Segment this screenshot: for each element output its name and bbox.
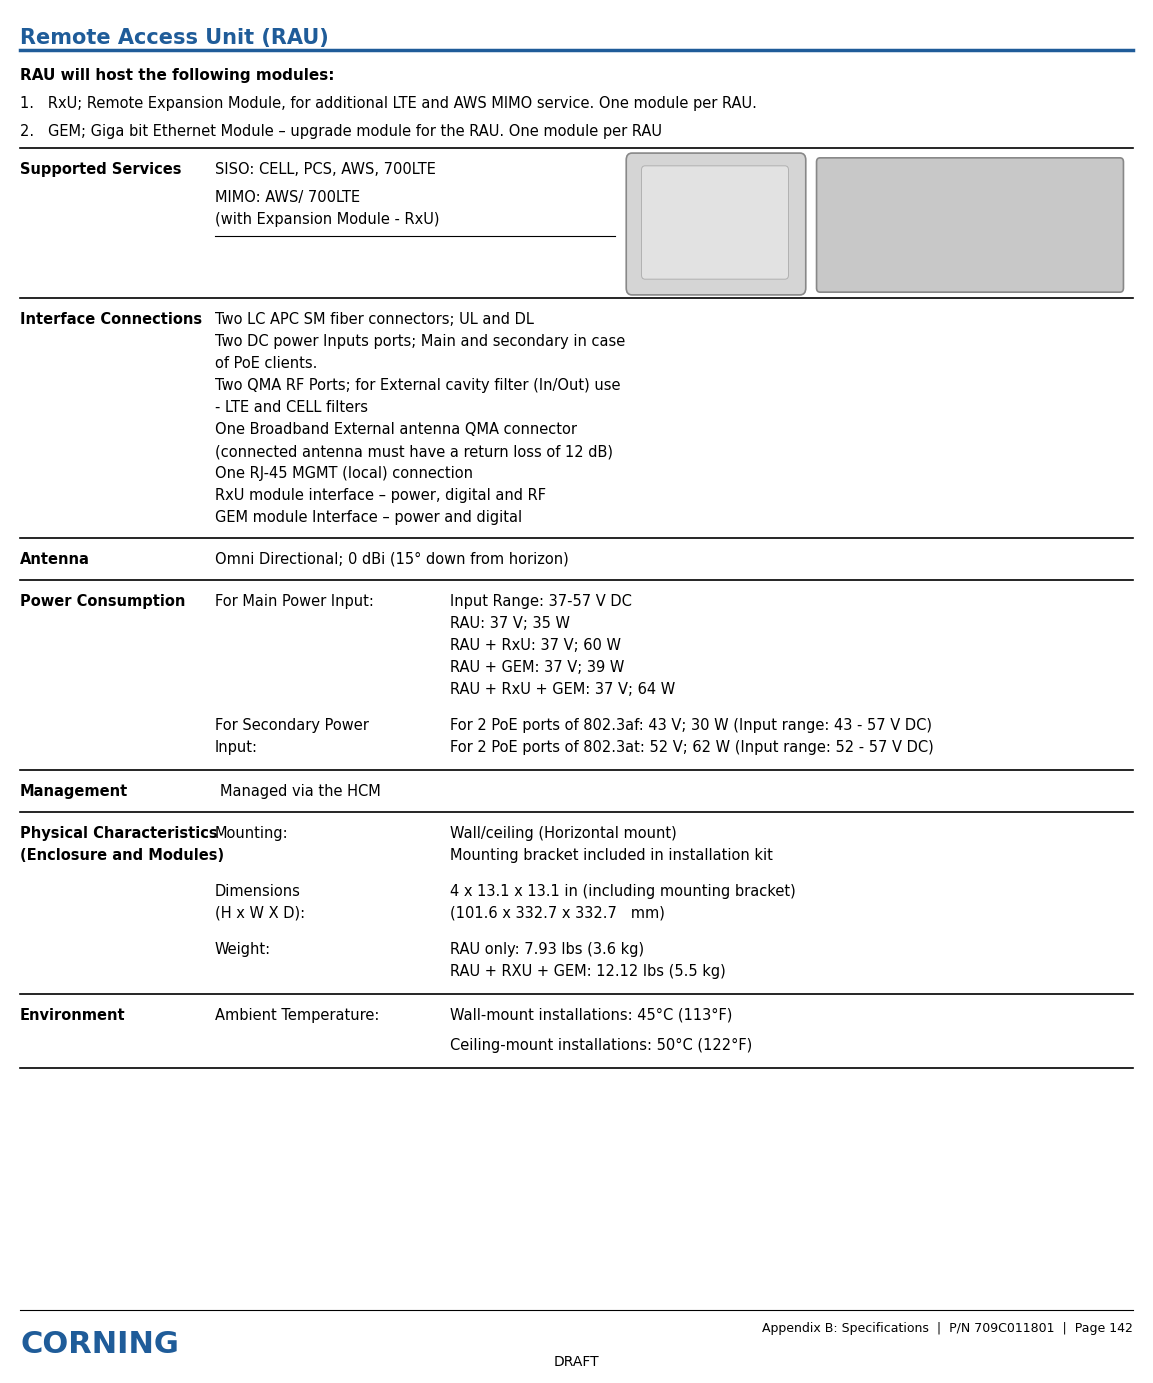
Text: Two LC APC SM fiber connectors; UL and DL: Two LC APC SM fiber connectors; UL and D…: [214, 313, 534, 326]
Text: RAU: 37 V; 35 W: RAU: 37 V; 35 W: [450, 615, 570, 631]
Text: - LTE and CELL filters: - LTE and CELL filters: [214, 400, 368, 415]
FancyBboxPatch shape: [816, 158, 1123, 292]
Text: (101.6 x 332.7 x 332.7   mm): (101.6 x 332.7 x 332.7 mm): [450, 906, 665, 921]
Text: One RJ-45 MGMT (local) connection: One RJ-45 MGMT (local) connection: [214, 466, 473, 481]
Text: RAU only: 7.93 lbs (3.6 kg): RAU only: 7.93 lbs (3.6 kg): [450, 942, 645, 957]
Text: Dimensions: Dimensions: [214, 884, 301, 899]
Text: Power Consumption: Power Consumption: [20, 595, 186, 609]
Text: Remote Access Unit (RAU): Remote Access Unit (RAU): [20, 28, 329, 48]
Text: For 2 PoE ports of 802.3at: 52 V; 62 W (Input range: 52 - 57 V DC): For 2 PoE ports of 802.3at: 52 V; 62 W (…: [450, 740, 934, 755]
Text: (connected antenna must have a return loss of 12 dB): (connected antenna must have a return lo…: [214, 444, 613, 459]
FancyBboxPatch shape: [641, 166, 789, 279]
Text: RAU will host the following modules:: RAU will host the following modules:: [20, 68, 334, 83]
Text: Input:: Input:: [214, 740, 258, 755]
Text: (with Expansion Module - RxU): (with Expansion Module - RxU): [214, 212, 439, 227]
Text: Managed via the HCM: Managed via the HCM: [220, 784, 380, 799]
Text: SISO: CELL, PCS, AWS, 700LTE: SISO: CELL, PCS, AWS, 700LTE: [214, 162, 436, 177]
Text: RAU + RxU: 37 V; 60 W: RAU + RxU: 37 V; 60 W: [450, 638, 621, 653]
Text: RAU + RXU + GEM: 12.12 lbs (5.5 kg): RAU + RXU + GEM: 12.12 lbs (5.5 kg): [450, 964, 725, 979]
Text: Management: Management: [20, 784, 128, 799]
Text: Ceiling-mount installations: 50°C (122°F): Ceiling-mount installations: 50°C (122°F…: [450, 1039, 752, 1052]
FancyBboxPatch shape: [626, 154, 806, 295]
Text: RAU + GEM: 37 V; 39 W: RAU + GEM: 37 V; 39 W: [450, 660, 625, 675]
Text: GEM module Interface – power and digital: GEM module Interface – power and digital: [214, 510, 522, 526]
Text: Appendix B: Specifications  |  P/N 709C011801  |  Page 142: Appendix B: Specifications | P/N 709C011…: [762, 1322, 1133, 1335]
Text: Antenna: Antenna: [20, 552, 90, 567]
Text: CORNING: CORNING: [20, 1330, 179, 1359]
Text: 1.   RxU; Remote Expansion Module, for additional LTE and AWS MIMO service. One : 1. RxU; Remote Expansion Module, for add…: [20, 95, 756, 111]
Text: 4 x 13.1 x 13.1 in (including mounting bracket): 4 x 13.1 x 13.1 in (including mounting b…: [450, 884, 796, 899]
Text: RAU + RxU + GEM: 37 V; 64 W: RAU + RxU + GEM: 37 V; 64 W: [450, 682, 676, 697]
Text: Environment: Environment: [20, 1008, 126, 1023]
Text: Two DC power Inputs ports; Main and secondary in case: Two DC power Inputs ports; Main and seco…: [214, 335, 625, 349]
Text: Mounting:: Mounting:: [214, 826, 288, 841]
Text: Interface Connections: Interface Connections: [20, 313, 202, 326]
Text: Two QMA RF Ports; for External cavity filter (In/Out) use: Two QMA RF Ports; for External cavity fi…: [214, 378, 620, 393]
Text: Physical Characteristics: Physical Characteristics: [20, 826, 218, 841]
Text: One Broadband External antenna QMA connector: One Broadband External antenna QMA conne…: [214, 422, 576, 437]
Text: Mounting bracket included in installation kit: Mounting bracket included in installatio…: [450, 848, 773, 863]
Text: For 2 PoE ports of 802.3af: 43 V; 30 W (Input range: 43 - 57 V DC): For 2 PoE ports of 802.3af: 43 V; 30 W (…: [450, 718, 932, 733]
Text: Ambient Temperature:: Ambient Temperature:: [214, 1008, 379, 1023]
Text: (H x W X D):: (H x W X D):: [214, 906, 306, 921]
Text: Wall/ceiling (Horizontal mount): Wall/ceiling (Horizontal mount): [450, 826, 677, 841]
Text: Weight:: Weight:: [214, 942, 271, 957]
Text: of PoE clients.: of PoE clients.: [214, 355, 317, 371]
Text: 2.   GEM; Giga bit Ethernet Module – upgrade module for the RAU. One module per : 2. GEM; Giga bit Ethernet Module – upgra…: [20, 124, 662, 140]
Text: For Main Power Input:: For Main Power Input:: [214, 595, 374, 609]
Text: (Enclosure and Modules): (Enclosure and Modules): [20, 848, 224, 863]
Text: Supported Services: Supported Services: [20, 162, 181, 177]
Text: Input Range: 37-57 V DC: Input Range: 37-57 V DC: [450, 595, 632, 609]
Text: Wall-mount installations: 45°C (113°F): Wall-mount installations: 45°C (113°F): [450, 1008, 732, 1023]
Text: Omni Directional; 0 dBi (15° down from horizon): Omni Directional; 0 dBi (15° down from h…: [214, 552, 568, 567]
Text: DRAFT: DRAFT: [553, 1355, 600, 1369]
Text: MIMO: AWS/ 700LTE: MIMO: AWS/ 700LTE: [214, 189, 360, 205]
Text: RxU module interface – power, digital and RF: RxU module interface – power, digital an…: [214, 488, 547, 503]
Text: For Secondary Power: For Secondary Power: [214, 718, 369, 733]
